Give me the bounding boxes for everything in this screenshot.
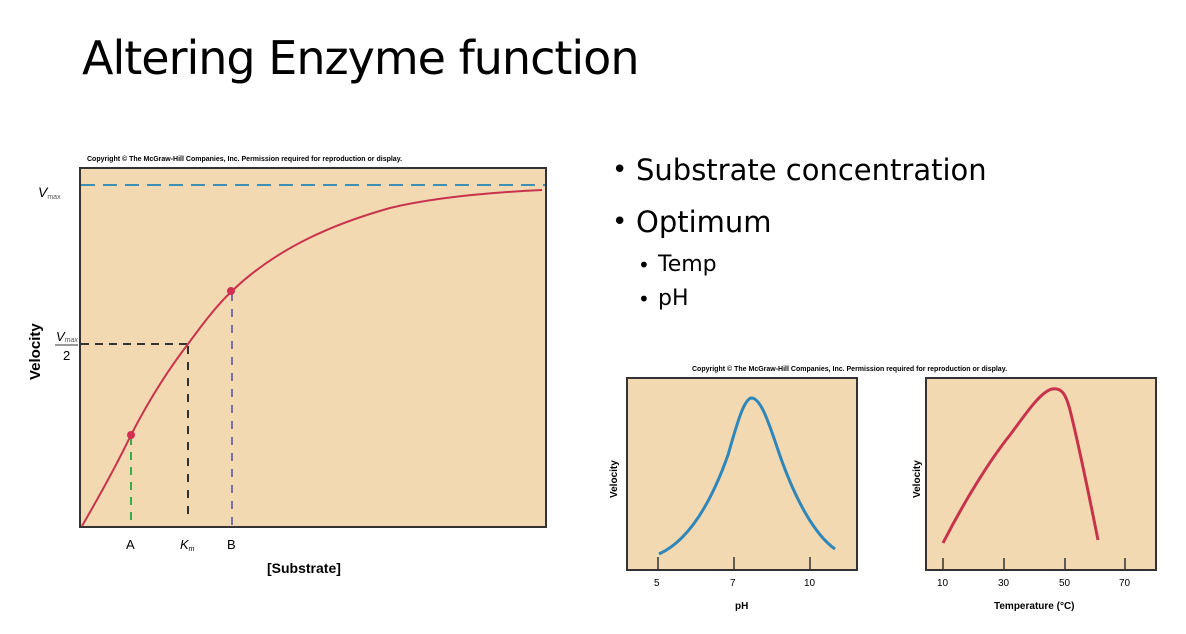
copyright-notice: Copyright © The McGraw-Hill Companies, I… xyxy=(87,155,402,163)
saturation-chart: Copyright © The McGraw-Hill Companies, I… xyxy=(27,155,547,576)
ph-tick-label-5: 5 xyxy=(654,578,660,589)
temp-tick-label-30: 30 xyxy=(998,578,1010,589)
bullet-list: Substrate concentration Optimum Temp pH xyxy=(612,152,987,324)
half-vmax-denominator: 2 xyxy=(63,348,70,363)
ph-x-axis-label: pH xyxy=(735,601,748,612)
velocity-curve xyxy=(81,189,543,527)
bullet-substrate: Substrate concentration xyxy=(612,152,987,188)
temp-curve xyxy=(941,387,1100,544)
ph-tick-label-7: 7 xyxy=(730,578,736,589)
tick-km: Km xyxy=(180,537,195,553)
temp-plot-area xyxy=(925,377,1157,571)
half-vmax-numerator: Vmax xyxy=(56,329,78,344)
point-a xyxy=(127,431,135,439)
bullet-optimum: Optimum xyxy=(612,204,987,240)
tick-a: A xyxy=(126,537,135,552)
ph-plot-area xyxy=(626,377,858,571)
y-axis-label: Velocity xyxy=(27,323,44,380)
sub-bullet-temp: Temp xyxy=(612,250,987,280)
slide-title: Altering Enzyme function xyxy=(82,31,639,85)
tick-b: B xyxy=(227,537,236,552)
ph-tick-label-10: 10 xyxy=(804,578,816,589)
ph-y-axis-label: Velocity xyxy=(609,460,620,498)
vmax-label: Vmax xyxy=(38,184,61,201)
temp-x-axis-label: Temperature (°C) xyxy=(994,601,1075,612)
plot-area xyxy=(79,167,547,528)
copyright-notice-small: Copyright © The McGraw-Hill Companies, I… xyxy=(692,365,1007,373)
ph-chart: Copyright © The McGraw-Hill Companies, I… xyxy=(609,365,1007,612)
temp-tick-label-70: 70 xyxy=(1119,578,1131,589)
point-b xyxy=(227,287,235,295)
temperature-chart: 10 30 50 70 Temperature (°C) Velocity xyxy=(912,377,1157,612)
ph-curve xyxy=(658,396,836,556)
temp-tick-label-50: 50 xyxy=(1059,578,1071,589)
x-axis-label: [Substrate] xyxy=(267,560,341,576)
sub-bullet-ph: pH xyxy=(612,284,987,314)
temp-tick-label-10: 10 xyxy=(937,578,949,589)
temp-y-axis-label: Velocity xyxy=(912,460,923,498)
